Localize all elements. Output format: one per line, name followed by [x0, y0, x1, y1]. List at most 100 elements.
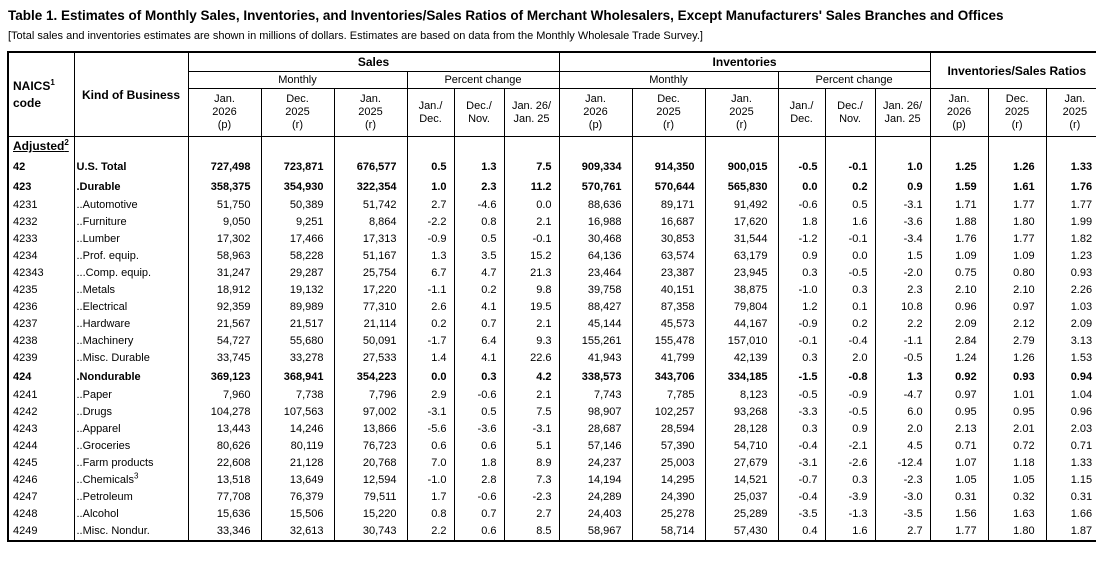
ratios-group-header: Inventories/Sales Ratios — [929, 51, 1096, 90]
value-cell: -0.4 — [777, 438, 826, 456]
value-cell: 23,945 — [704, 265, 779, 283]
value-cell: 0.95 — [929, 404, 989, 422]
value-cell: 1.07 — [929, 455, 989, 473]
value-cell — [260, 136, 335, 158]
value-cell: 1.8 — [453, 455, 505, 473]
value-cell: 9,050 — [187, 214, 262, 232]
value-cell: 22,608 — [187, 455, 262, 473]
value-cell: 89,171 — [631, 197, 706, 215]
value-cell: 0.97 — [987, 299, 1047, 317]
value-cell: 1.26 — [987, 157, 1047, 178]
value-cell: 2.6 — [406, 299, 455, 317]
section-row: Adjusted2 — [7, 136, 1096, 158]
inventories-monthly-header: Monthly — [558, 71, 779, 90]
value-cell: 4.1 — [453, 299, 505, 317]
value-cell: 79,511 — [333, 489, 408, 507]
period-header-cell: Jan./Dec. — [777, 88, 826, 138]
naics-sublabel: code — [13, 95, 42, 110]
value-cell: 2.03 — [1045, 421, 1096, 439]
value-cell: 155,261 — [558, 333, 633, 351]
value-cell: 1.77 — [987, 231, 1047, 249]
value-cell: 9,251 — [260, 214, 335, 232]
value-cell: -0.6 — [453, 489, 505, 507]
value-cell: 63,574 — [631, 248, 706, 266]
value-cell: 1.25 — [929, 157, 989, 178]
value-cell: 7.5 — [503, 157, 560, 178]
value-cell: 31,544 — [704, 231, 779, 249]
value-cell: -1.1 — [874, 333, 931, 351]
value-cell: 92,359 — [187, 299, 262, 317]
naics-footnote-mark: 1 — [50, 78, 55, 88]
value-cell: 13,518 — [187, 472, 262, 490]
value-cell: 1.8 — [777, 214, 826, 232]
value-cell: 322,354 — [333, 177, 408, 198]
kind-of-business-cell: ..Machinery — [73, 333, 189, 351]
value-cell: 0.96 — [1045, 404, 1096, 422]
kind-of-business-cell: ..Electrical — [73, 299, 189, 317]
value-cell: 8.5 — [503, 523, 560, 542]
value-cell: -3.6 — [874, 214, 931, 232]
value-cell: 155,478 — [631, 333, 706, 351]
sales-group-header: Sales — [187, 51, 560, 73]
value-cell — [453, 136, 505, 158]
value-cell: 1.5 — [874, 248, 931, 266]
value-cell: 7,960 — [187, 387, 262, 405]
value-cell: 1.3 — [406, 248, 455, 266]
value-cell: 0.9 — [874, 177, 931, 198]
period-header-cell: Jan. 2026 (p) — [929, 88, 989, 138]
value-cell: 58,967 — [558, 523, 633, 542]
naics-code-cell: 4231 — [7, 197, 75, 215]
value-cell: -0.5 — [777, 387, 826, 405]
value-cell: -0.1 — [503, 231, 560, 249]
value-cell: 1.63 — [987, 506, 1047, 524]
value-cell: -1.0 — [406, 472, 455, 490]
page-title: Table 1. Estimates of Monthly Sales, Inv… — [8, 8, 1004, 23]
naics-code-cell: 4237 — [7, 316, 75, 334]
value-cell: 338,573 — [558, 367, 633, 388]
naics-code-cell: 4239 — [7, 350, 75, 368]
value-cell: 22.6 — [503, 350, 560, 368]
sales-monthly-header: Monthly — [187, 71, 408, 90]
value-cell: 2.9 — [406, 387, 455, 405]
table-row: 4247 ..Petroleum 77,708 76,379 79,511 1.7 -0.6… — [7, 489, 1096, 507]
value-cell: 16,988 — [558, 214, 633, 232]
value-cell: 19.5 — [503, 299, 560, 317]
value-cell: -12.4 — [874, 455, 931, 473]
value-cell: -3.6 — [453, 421, 505, 439]
value-cell: 2.10 — [987, 282, 1047, 300]
value-cell: 0.93 — [987, 367, 1047, 388]
naics-code-cell: 42343 — [7, 265, 75, 283]
value-cell: 10.8 — [874, 299, 931, 317]
value-cell: 2.01 — [987, 421, 1047, 439]
value-cell: 4.5 — [874, 438, 931, 456]
value-cell: 25,037 — [704, 489, 779, 507]
kind-of-business-cell: ..Drugs — [73, 404, 189, 422]
value-cell: 0.8 — [453, 214, 505, 232]
value-cell: 76,723 — [333, 438, 408, 456]
value-cell: 45,144 — [558, 316, 633, 334]
period-header-cell: Jan. 26/Jan. 25 — [874, 88, 931, 138]
value-cell: 24,289 — [558, 489, 633, 507]
value-cell: 25,289 — [704, 506, 779, 524]
value-cell: 1.77 — [1045, 197, 1096, 215]
value-cell: -0.1 — [777, 333, 826, 351]
value-cell: -2.2 — [406, 214, 455, 232]
value-cell: 1.33 — [1045, 157, 1096, 178]
value-cell: 79,804 — [704, 299, 779, 317]
value-cell: 0.3 — [824, 472, 876, 490]
value-cell: 0.80 — [987, 265, 1047, 283]
value-cell: 570,761 — [558, 177, 633, 198]
inventories-percent-change-header: Percent change — [777, 71, 931, 90]
value-cell: 5.1 — [503, 438, 560, 456]
kind-of-business-cell: ..Apparel — [73, 421, 189, 439]
value-cell: 30,853 — [631, 231, 706, 249]
value-cell: 2.0 — [824, 350, 876, 368]
value-cell: 13,443 — [187, 421, 262, 439]
value-cell: 1.04 — [1045, 387, 1096, 405]
value-cell: 0.6 — [453, 523, 505, 542]
value-cell: 1.09 — [987, 248, 1047, 266]
value-cell: 23,464 — [558, 265, 633, 283]
value-cell: 24,390 — [631, 489, 706, 507]
value-cell: 93,268 — [704, 404, 779, 422]
inventories-group-header: Inventories — [558, 51, 931, 73]
